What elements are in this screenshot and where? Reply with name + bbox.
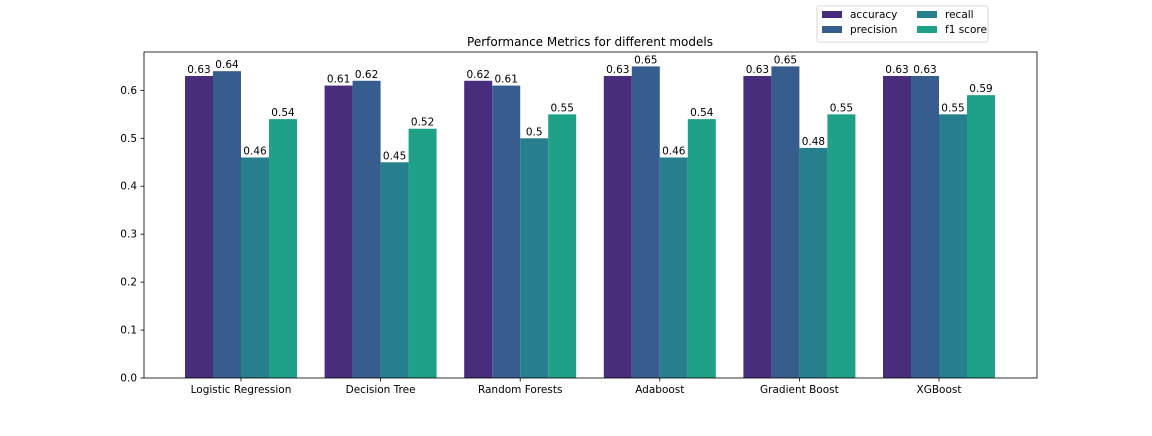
- bar-f1-score-3: [687, 119, 716, 378]
- value-label: 0.46: [243, 145, 267, 157]
- legend-label: precision: [850, 24, 897, 36]
- bar-precision-3: [631, 66, 660, 378]
- bar-accuracy-1: [324, 85, 353, 378]
- value-label: 0.61: [495, 74, 518, 86]
- bar-f1-score-0: [269, 119, 297, 378]
- y-tick-label: 0.0: [120, 373, 137, 385]
- value-label: 0.55: [830, 102, 853, 114]
- chart-title: Performance Metrics for different models: [467, 35, 713, 49]
- legend-frame: [816, 5, 989, 43]
- legend-swatch-precision: [822, 26, 842, 33]
- value-label: 0.63: [913, 64, 936, 76]
- value-label: 0.54: [271, 107, 295, 119]
- value-label: 0.54: [690, 107, 714, 119]
- y-tick-label: 0.1: [120, 325, 137, 337]
- value-label: 0.48: [802, 136, 825, 148]
- value-labels-layer: 0.63 0.64 0.46 0.54 0.61 0.62 0.45 0.52 0.62 0.61…: [187, 54, 992, 162]
- value-label: 0.59: [969, 83, 992, 95]
- bar-accuracy-4: [743, 75, 772, 379]
- value-label: 0.63: [885, 64, 908, 76]
- value-label: 0.63: [606, 64, 629, 76]
- legend-label: accuracy: [850, 9, 897, 21]
- bar-f1-score-4: [827, 114, 856, 378]
- value-label: 0.65: [774, 54, 797, 66]
- bar-recall-2: [520, 138, 549, 378]
- bar-precision-1: [352, 80, 381, 378]
- bar-precision-4: [771, 66, 800, 378]
- legend-label: recall: [945, 9, 974, 21]
- plot-frame: [143, 51, 1038, 379]
- bar-f1-score-5: [967, 95, 995, 378]
- value-label: 0.64: [215, 59, 239, 71]
- value-label: 0.63: [746, 64, 769, 76]
- bar-precision-2: [492, 85, 521, 378]
- value-label: 0.62: [355, 69, 378, 81]
- value-label: 0.45: [383, 150, 406, 162]
- axes-layer: 0.0 0.1 0.2 0.3 0.4 0.5 0.6 Logistic Regression…: [120, 51, 1038, 396]
- bar-accuracy-0: [185, 75, 213, 379]
- y-tick-label: 0.6: [120, 85, 137, 97]
- bar-precision-5: [911, 75, 939, 379]
- bar-f1-score-1: [408, 128, 437, 378]
- value-label: 0.46: [662, 145, 686, 157]
- y-tick-label: 0.2: [120, 277, 137, 289]
- bar-accuracy-5: [883, 75, 911, 379]
- legend-swatch-f1-score: [917, 26, 937, 33]
- bar-accuracy-2: [464, 80, 493, 378]
- value-label: 0.52: [411, 117, 434, 129]
- value-label: 0.55: [551, 102, 574, 114]
- bar-recall-1: [380, 162, 409, 378]
- value-label: 0.63: [187, 64, 210, 76]
- x-tick-label: Gradient Boost: [760, 384, 839, 396]
- y-tick-label: 0.3: [120, 229, 137, 241]
- bar-f1-score-2: [548, 114, 577, 378]
- bar-recall-5: [939, 114, 967, 378]
- bar-recall-0: [241, 157, 269, 378]
- legend-swatch-recall: [917, 11, 937, 18]
- value-label: 0.5: [526, 126, 543, 138]
- x-tick-label: XGBoost: [917, 384, 962, 396]
- value-label: 0.55: [941, 102, 964, 114]
- bars-layer: [185, 66, 995, 379]
- x-tick-label: Logistic Regression: [191, 384, 292, 396]
- y-tick-label: 0.5: [120, 133, 137, 145]
- bar-recall-4: [799, 147, 828, 378]
- legend: accuracy precision recall f1 score: [816, 5, 989, 43]
- legend-swatch-accuracy: [822, 11, 842, 18]
- y-tick-label: 0.4: [120, 181, 137, 193]
- bar-precision-0: [213, 71, 241, 379]
- x-tick-label: Decision Tree: [346, 384, 416, 396]
- value-label: 0.61: [327, 74, 350, 86]
- value-label: 0.62: [467, 69, 490, 81]
- bar-accuracy-3: [603, 75, 632, 379]
- legend-label: f1 score: [945, 24, 987, 36]
- value-label: 0.65: [634, 54, 657, 66]
- bar-recall-3: [659, 157, 688, 378]
- x-tick-label: Random Forests: [478, 384, 563, 396]
- x-tick-label: Adaboost: [635, 384, 684, 396]
